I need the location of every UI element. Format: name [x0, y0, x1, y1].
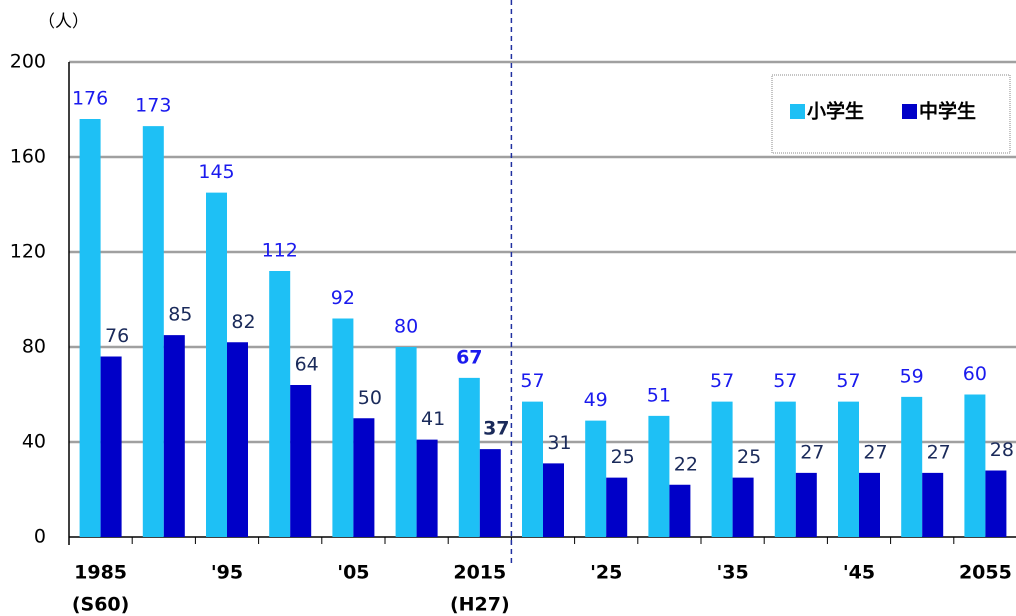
value-label: 27	[863, 441, 887, 463]
bar	[964, 394, 986, 537]
value-label: 173	[135, 95, 171, 117]
value-label: 67	[456, 346, 482, 368]
bar	[985, 470, 1007, 537]
value-label: 82	[231, 311, 255, 333]
value-label: 31	[547, 432, 571, 454]
y-tick-label: 80	[22, 336, 46, 358]
bar	[416, 439, 438, 537]
value-label: 80	[394, 316, 418, 338]
value-label: 60	[963, 363, 987, 385]
bar	[353, 418, 375, 537]
bar	[795, 472, 817, 537]
x-tick-label: '35	[716, 562, 748, 584]
y-unit: （人）	[38, 12, 89, 32]
y-tick-label: 120	[10, 241, 46, 263]
bar	[142, 126, 164, 537]
legend-swatch	[790, 104, 805, 119]
bar	[458, 377, 480, 537]
value-label: 57	[773, 370, 797, 392]
value-label: 176	[72, 88, 108, 110]
x-tick-label: '45	[843, 562, 875, 584]
bar	[585, 420, 607, 537]
value-label: 27	[927, 441, 951, 463]
value-label: 76	[105, 325, 129, 347]
bar	[859, 472, 880, 537]
value-label: 57	[836, 370, 860, 392]
value-label: 28	[990, 439, 1014, 461]
value-label: 59	[900, 365, 924, 387]
value-label: 27	[800, 441, 824, 463]
value-label: 49	[584, 389, 608, 411]
x-tick-label: '25	[590, 562, 622, 584]
bar	[606, 477, 628, 537]
bar	[901, 396, 923, 537]
bar	[206, 192, 227, 537]
y-tick-label: 40	[22, 431, 46, 453]
x-tick-label: 1985	[74, 562, 127, 584]
value-label: 64	[295, 354, 319, 376]
value-label: 25	[737, 446, 761, 468]
x-tick-note: (S60)	[72, 594, 130, 616]
bar	[732, 477, 754, 537]
bar	[543, 463, 564, 537]
x-tick-label: '95	[211, 562, 243, 584]
bar	[290, 385, 312, 537]
bar	[648, 415, 670, 537]
value-label: 25	[611, 446, 635, 468]
bar	[522, 401, 543, 537]
bar	[100, 356, 122, 537]
value-label: 85	[168, 304, 192, 326]
value-label: 112	[262, 240, 298, 262]
value-label: 50	[358, 387, 382, 409]
bar	[395, 347, 417, 537]
legend-box	[771, 74, 1011, 154]
legend-label: 小学生	[807, 100, 864, 123]
bar	[332, 318, 354, 537]
bar	[227, 342, 248, 537]
bar	[838, 401, 859, 537]
value-label: 145	[198, 161, 234, 183]
y-tick-label: 160	[10, 146, 46, 168]
y-tick-label: 200	[10, 51, 46, 73]
bar	[269, 271, 291, 537]
value-label: 57	[520, 370, 544, 392]
value-label: 41	[421, 408, 445, 430]
x-tick-label: 2015	[453, 562, 506, 584]
value-label: 92	[331, 287, 355, 309]
x-tick-label: '05	[337, 562, 369, 584]
value-label: 37	[483, 418, 509, 440]
x-tick-note: (H27)	[450, 594, 510, 616]
bar	[711, 401, 733, 537]
bar	[479, 449, 501, 537]
value-label: 51	[647, 384, 671, 406]
x-tick-label: 2055	[959, 562, 1012, 584]
bar	[922, 472, 944, 537]
bar	[669, 484, 691, 537]
value-label: 57	[710, 370, 734, 392]
bar	[163, 335, 185, 537]
legend-swatch	[902, 104, 917, 119]
y-tick-label: 0	[34, 526, 46, 548]
value-label: 22	[674, 453, 698, 475]
legend-label: 中学生	[919, 100, 976, 123]
bar	[79, 119, 101, 537]
bar	[774, 401, 796, 537]
